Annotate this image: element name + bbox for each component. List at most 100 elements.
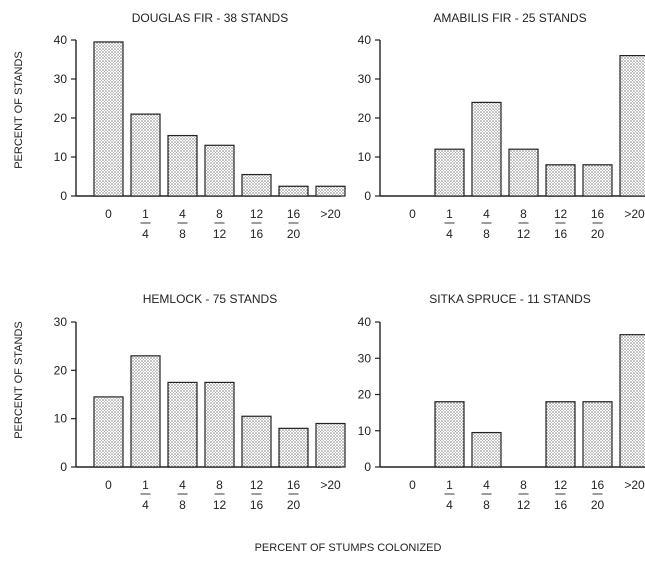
- x-tick-label-lower: 16: [554, 498, 568, 512]
- x-tick-label: 1: [142, 478, 149, 492]
- chart-panel-2: AMABILIS FIR - 25 STANDS 0 10 20 30 40 0 1 4 4 8 8 1…: [358, 11, 645, 241]
- bar: [582, 401, 613, 468]
- x-tick-label: 1: [142, 207, 149, 221]
- x-tick-label: 12: [250, 478, 264, 492]
- y-tick-label: 20: [358, 388, 372, 402]
- x-tick-label: 16: [287, 207, 301, 221]
- x-tick-label-lower: 12: [517, 498, 531, 512]
- bar: [434, 148, 465, 197]
- bar: [471, 101, 502, 197]
- y-tick-label: 30: [54, 72, 68, 86]
- chart-panel-1: DOUGLAS FIR - 38 STANDS PERCENT OF STANDS…: [13, 11, 346, 241]
- chart-panel-4: SITKA SPRUCE - 11 STANDS PERCENT OF STAND…: [0, 0, 645, 512]
- bar: [582, 164, 613, 197]
- x-tick-label: 0: [105, 478, 112, 492]
- bar: [619, 334, 645, 468]
- x-tick-label: 4: [483, 207, 490, 221]
- y-tick-label: 0: [60, 460, 67, 474]
- x-tick-label-lower: 8: [483, 498, 490, 512]
- y-tick-label: 10: [54, 150, 68, 164]
- bar: [434, 401, 465, 468]
- y-axis-label: PERCENT OF STANDS: [13, 51, 25, 169]
- bar: [241, 415, 272, 468]
- x-tick-label: 0: [105, 207, 112, 221]
- x-tick-label: 0: [409, 207, 416, 221]
- bar: [167, 134, 198, 197]
- bar: [508, 148, 539, 197]
- x-tick-label: 16: [591, 478, 605, 492]
- y-tick-label: 40: [358, 315, 372, 329]
- x-tick-label-lower: 16: [554, 227, 568, 241]
- x-tick-label-lower: 12: [213, 227, 227, 241]
- bar: [545, 401, 576, 468]
- x-tick-label: >20: [624, 478, 645, 492]
- x-tick-label-lower: 4: [446, 227, 453, 241]
- bar: [130, 113, 161, 197]
- x-tick-label-lower: 16: [250, 498, 264, 512]
- x-tick-label-lower: 4: [142, 498, 149, 512]
- chart-title: SITKA SPRUCE - 11 STANDS: [429, 292, 591, 306]
- x-tick-label: 4: [483, 478, 490, 492]
- y-tick-label: 10: [54, 412, 68, 426]
- x-tick-label: >20: [624, 207, 645, 221]
- chart-title: DOUGLAS FIR - 38 STANDS: [132, 11, 288, 25]
- bar: [204, 144, 235, 197]
- x-tick-label: 12: [554, 207, 568, 221]
- x-tick-label: 1: [446, 478, 453, 492]
- x-tick-label: 4: [179, 478, 186, 492]
- bar: [204, 381, 235, 468]
- bar: [278, 427, 309, 468]
- bar: [315, 185, 346, 197]
- y-tick-label: 0: [60, 189, 67, 203]
- x-tick-label-lower: 20: [591, 227, 605, 241]
- y-axis-label: PERCENT OF STANDS: [0, 0, 3, 59]
- x-tick-label: 12: [554, 478, 568, 492]
- x-axis-label: PERCENT OF STUMPS COLONIZED: [255, 542, 442, 554]
- x-tick-label-lower: 20: [287, 498, 301, 512]
- y-tick-label: 10: [358, 424, 372, 438]
- x-tick-label: 1: [446, 207, 453, 221]
- x-tick-label: >20: [320, 478, 341, 492]
- x-tick-label-lower: 12: [517, 227, 531, 241]
- x-tick-label: 4: [179, 207, 186, 221]
- bar: [545, 164, 576, 197]
- bar: [471, 431, 502, 468]
- y-tick-label: 0: [364, 189, 371, 203]
- x-tick-label-lower: 8: [483, 227, 490, 241]
- x-tick-label-lower: 8: [179, 227, 186, 241]
- x-tick-label-lower: 4: [142, 227, 149, 241]
- x-tick-label-lower: 20: [287, 227, 301, 241]
- y-tick-label: 30: [54, 315, 68, 329]
- chart-title: AMABILIS FIR - 25 STANDS: [433, 11, 586, 25]
- bar: [93, 41, 124, 197]
- bar: [278, 185, 309, 197]
- chart-title: HEMLOCK - 75 STANDS: [143, 292, 277, 306]
- x-tick-label: 8: [520, 478, 527, 492]
- y-tick-label: 30: [358, 351, 372, 365]
- y-tick-label: 20: [54, 111, 68, 125]
- x-tick-label: 8: [216, 207, 223, 221]
- x-tick-label-lower: 4: [446, 498, 453, 512]
- x-tick-label: 8: [520, 207, 527, 221]
- y-tick-label: 20: [54, 363, 68, 377]
- y-axis-label: PERCENT OF STANDS: [13, 321, 25, 439]
- x-tick-label: >20: [320, 207, 341, 221]
- x-tick-label: 16: [591, 207, 605, 221]
- y-tick-label: 40: [54, 33, 68, 47]
- x-tick-label-lower: 12: [213, 498, 227, 512]
- x-tick-label: 8: [216, 478, 223, 492]
- y-tick-label: 30: [358, 72, 372, 86]
- x-tick-label: 12: [250, 207, 264, 221]
- x-tick-label-lower: 16: [250, 227, 264, 241]
- y-tick-label: 10: [358, 150, 372, 164]
- y-tick-label: 40: [358, 33, 372, 47]
- x-tick-label-lower: 20: [591, 498, 605, 512]
- x-tick-label: 0: [409, 478, 416, 492]
- y-tick-label: 0: [364, 460, 371, 474]
- bar: [619, 54, 645, 197]
- x-tick-label: 16: [287, 478, 301, 492]
- bar: [241, 173, 272, 197]
- y-tick-label: 20: [358, 111, 372, 125]
